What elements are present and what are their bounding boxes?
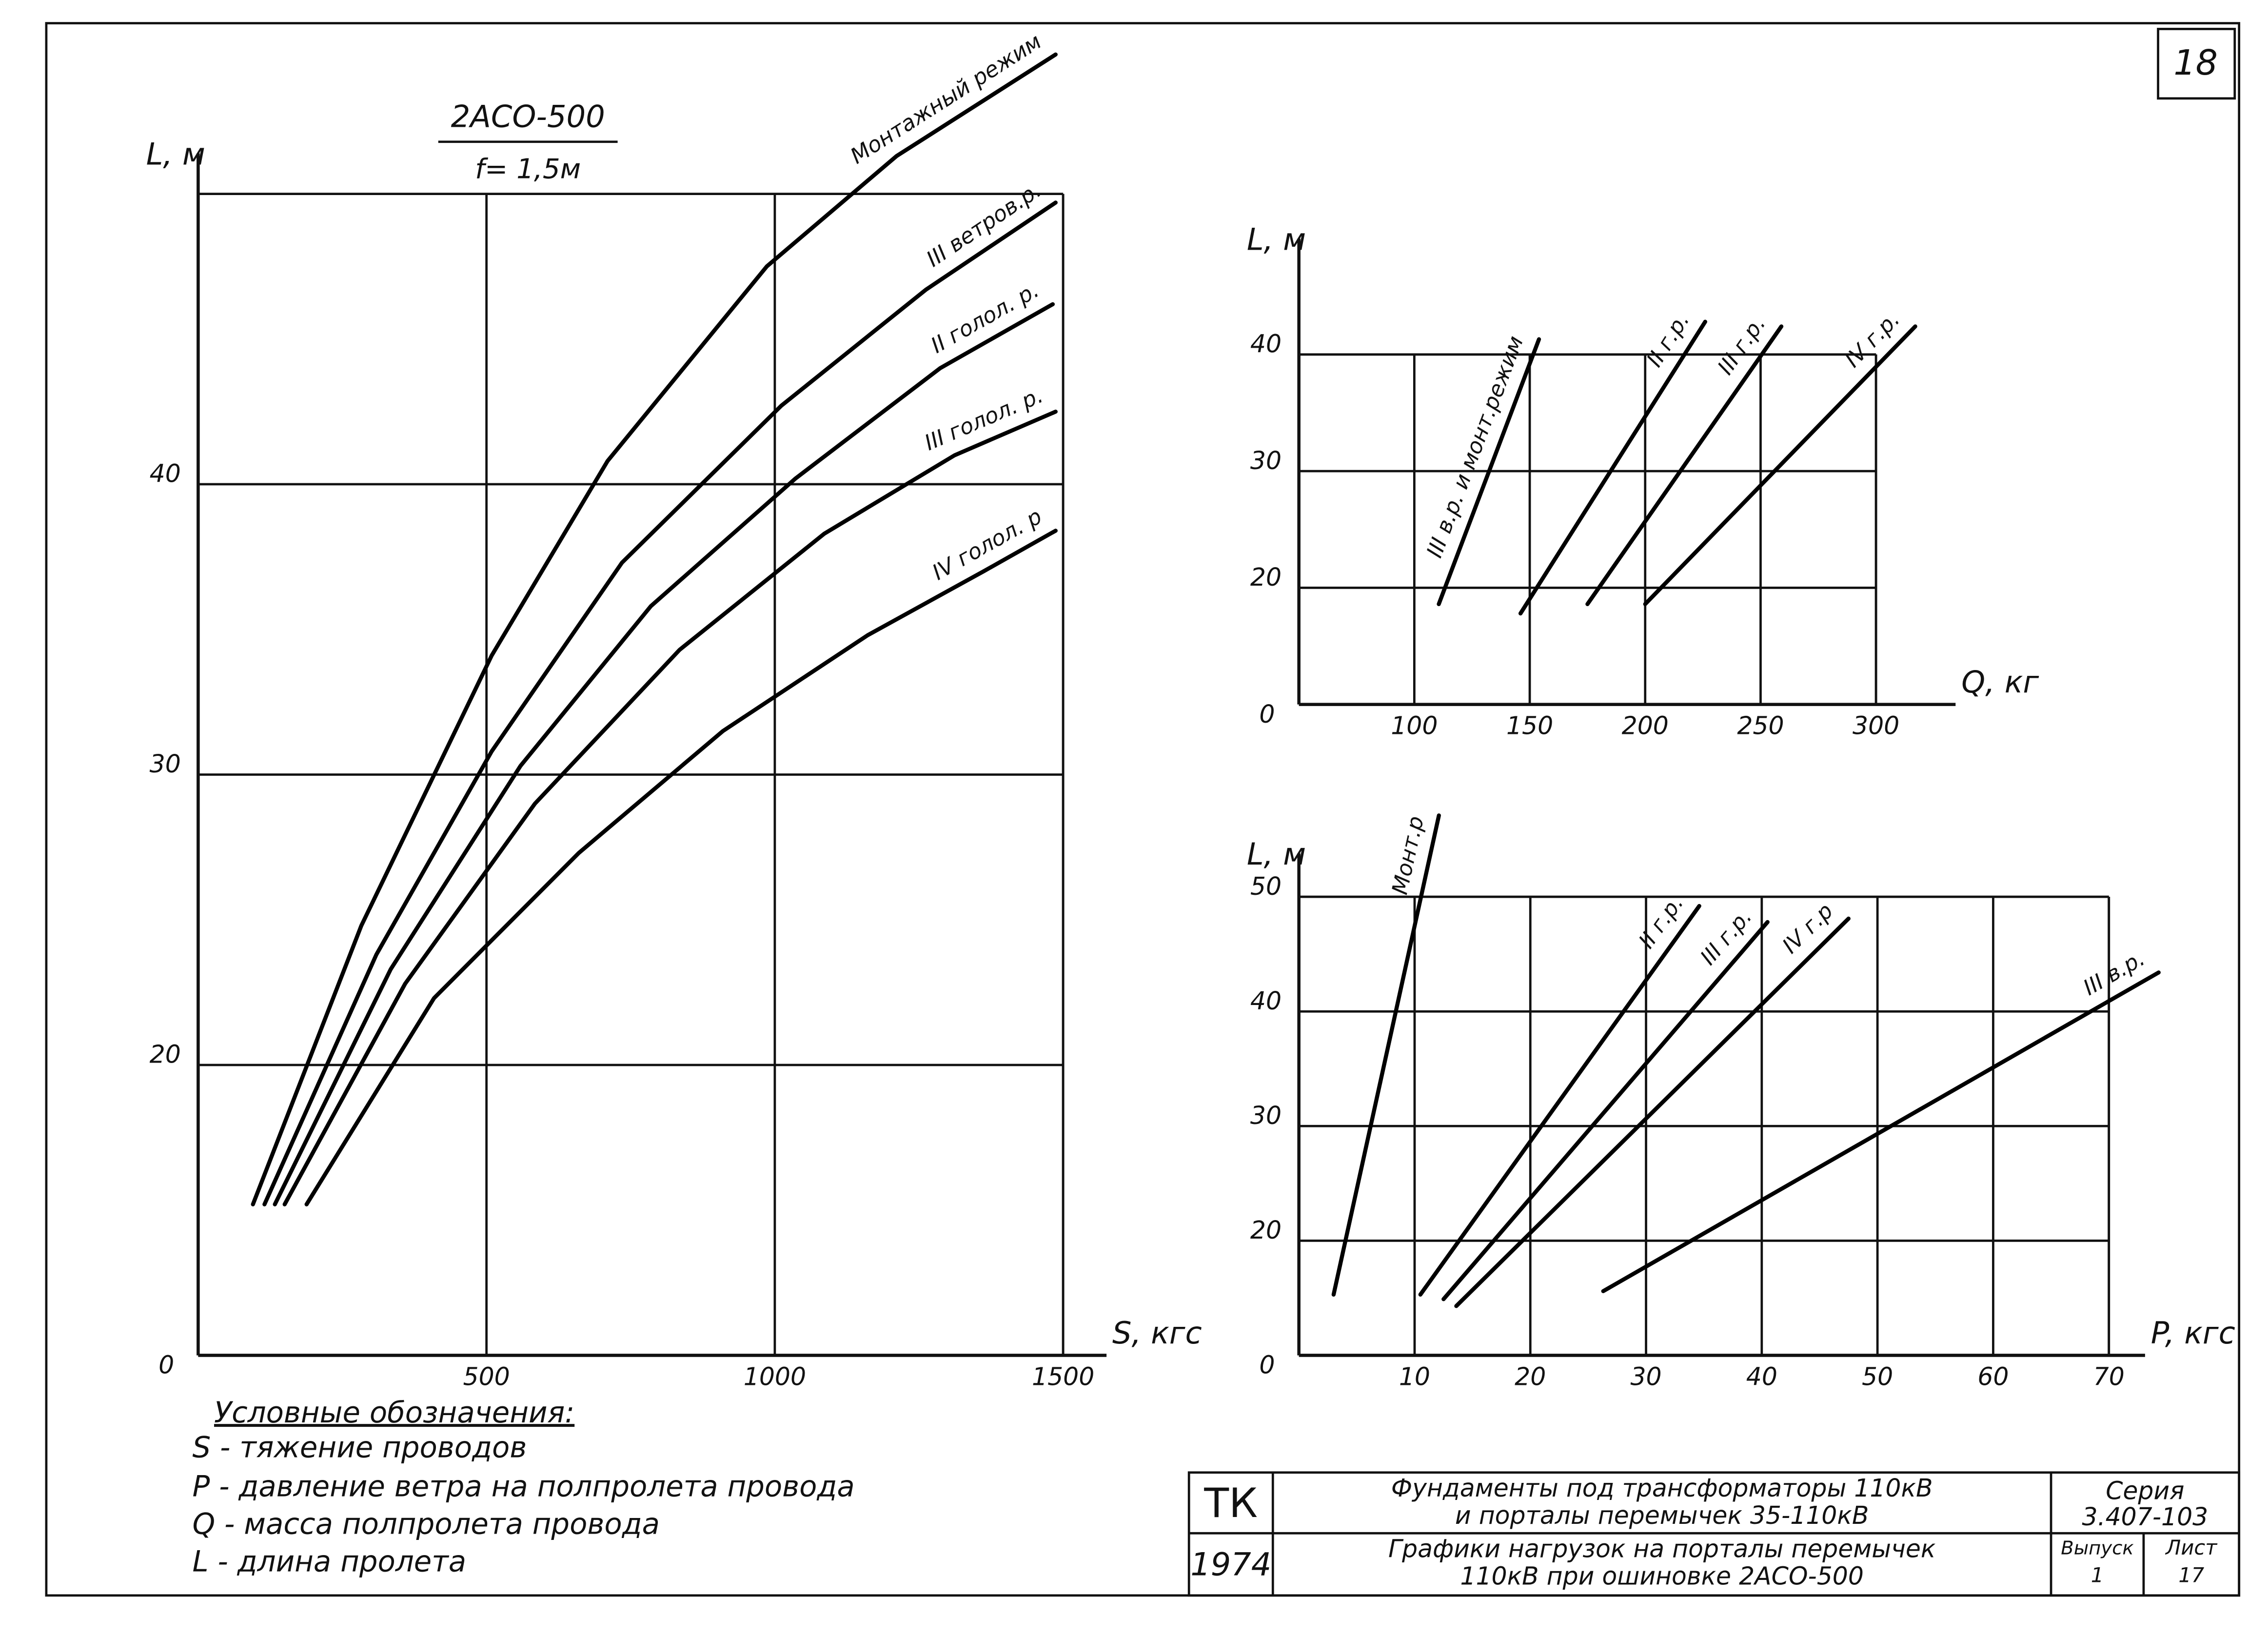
chart-title: 2АСО-500 [451,99,605,134]
note: P - давление ветра на полпролета провода [193,1469,855,1503]
title: и порталы перемычек 35-110кВ [1455,1501,1869,1530]
curve-label: IV г.р [1778,899,1838,959]
y-tick-label: 20 [150,1040,181,1069]
y-tick-label: 20 [1250,563,1282,591]
curve [251,52,1058,1206]
curve [1518,319,1707,616]
sheet-number: 18 [2173,42,2218,83]
sheet-label: Лист [2165,1536,2218,1559]
x-tick-label: 60 [1977,1362,2009,1391]
x-tick-label: 40 [1746,1362,1777,1391]
note: S - тяжение проводов [193,1430,527,1464]
curve-label: III в.р. [2079,946,2150,1001]
series-label: Серия [2106,1477,2184,1505]
x-tick-label: 70 [2093,1362,2125,1391]
y-tick-label: 40 [1250,330,1282,358]
notes: Условные обозначения: S - тяжение провод… [193,1396,855,1578]
curve [1441,920,1770,1301]
note: L - длина пролета [193,1545,467,1578]
x-tick-label: 10 [1399,1362,1430,1391]
y-tick-label: 50 [1250,872,1282,901]
curve-label: II г.р. [1634,891,1689,953]
subtitle: 110кВ при ошиновке 2АСО-500 [1460,1562,1864,1591]
curve [1585,324,1784,607]
x-tick-label: 30 [1630,1362,1661,1391]
curve [1331,813,1441,1297]
curve [1643,324,1917,607]
sheet: 17 [2178,1563,2204,1587]
sheet-number-box [2157,28,2236,100]
x-axis-label: Q, кг [1961,664,2039,700]
curve [1437,337,1541,607]
chart-subtitle: f= 1,5м [475,154,581,185]
y-tick-label: 30 [1250,1101,1282,1130]
title: Фундаменты под трансформаторы 110кВ [1391,1474,1933,1502]
x-tick-label: 100 [1391,711,1438,740]
x-tick-label: 1500 [1032,1362,1094,1391]
y-tick-label: 30 [1250,446,1282,475]
x-tick-label: 50 [1862,1362,1893,1391]
curve-label: III в.р. и монт.режим [1422,333,1528,561]
x-tick-label: 250 [1737,711,1784,740]
note: Q - масса полпролета провода [193,1507,660,1541]
y-tick-label: 20 [1250,1216,1282,1244]
curve-label: III г.р. [1713,312,1771,379]
curve-label: IV г.р. [1840,307,1905,372]
origin-label: 0 [158,1351,174,1380]
curve-label: III ветров.р. [922,177,1046,272]
x-tick-label: 150 [1506,711,1553,740]
origin-label: 0 [1259,1351,1275,1380]
y-axis-label: L, м [1247,836,1306,872]
origin-label: 0 [1259,700,1275,729]
y-axis-label: L, м [1247,222,1306,257]
title-block: ТК 1974 Фундаменты под трансформаторы 11… [1187,1471,2241,1597]
y-axis-label: L, м [146,137,205,172]
x-tick-label: 200 [1622,711,1669,740]
sheet-frame [45,22,2241,1597]
org: ТК [1203,1479,1258,1527]
curve-label: III г.р. [1696,905,1757,970]
curve-label: Монтажный режим [846,29,1046,169]
curve [1601,970,2161,1293]
y-tick-label: 40 [150,459,181,488]
curve [282,410,1058,1206]
x-tick-label: 500 [463,1362,510,1391]
curve [304,529,1058,1206]
curve-label: II г.р. [1642,309,1694,372]
x-tick-label: 20 [1515,1362,1546,1391]
series: 3.407-103 [2082,1502,2209,1531]
x-tick-label: 300 [1853,711,1899,740]
curve [262,200,1058,1206]
notes-title: Условные обозначения: [214,1396,574,1429]
x-axis-label: P, кгс [2151,1315,2235,1351]
issue-label: Выпуск [2061,1537,2134,1559]
y-tick-label: 30 [150,749,181,778]
year: 1974 [1190,1546,1271,1583]
issue: 1 [2091,1563,2104,1587]
y-tick-label: 40 [1250,986,1282,1015]
curve [273,302,1055,1206]
x-axis-label: S, кгс [1112,1315,1202,1351]
curve [1454,916,1851,1308]
x-tick-label: 1000 [744,1362,806,1391]
subtitle: Графики нагрузок на порталы перемычек [1388,1534,1936,1563]
curve [1418,904,1701,1297]
